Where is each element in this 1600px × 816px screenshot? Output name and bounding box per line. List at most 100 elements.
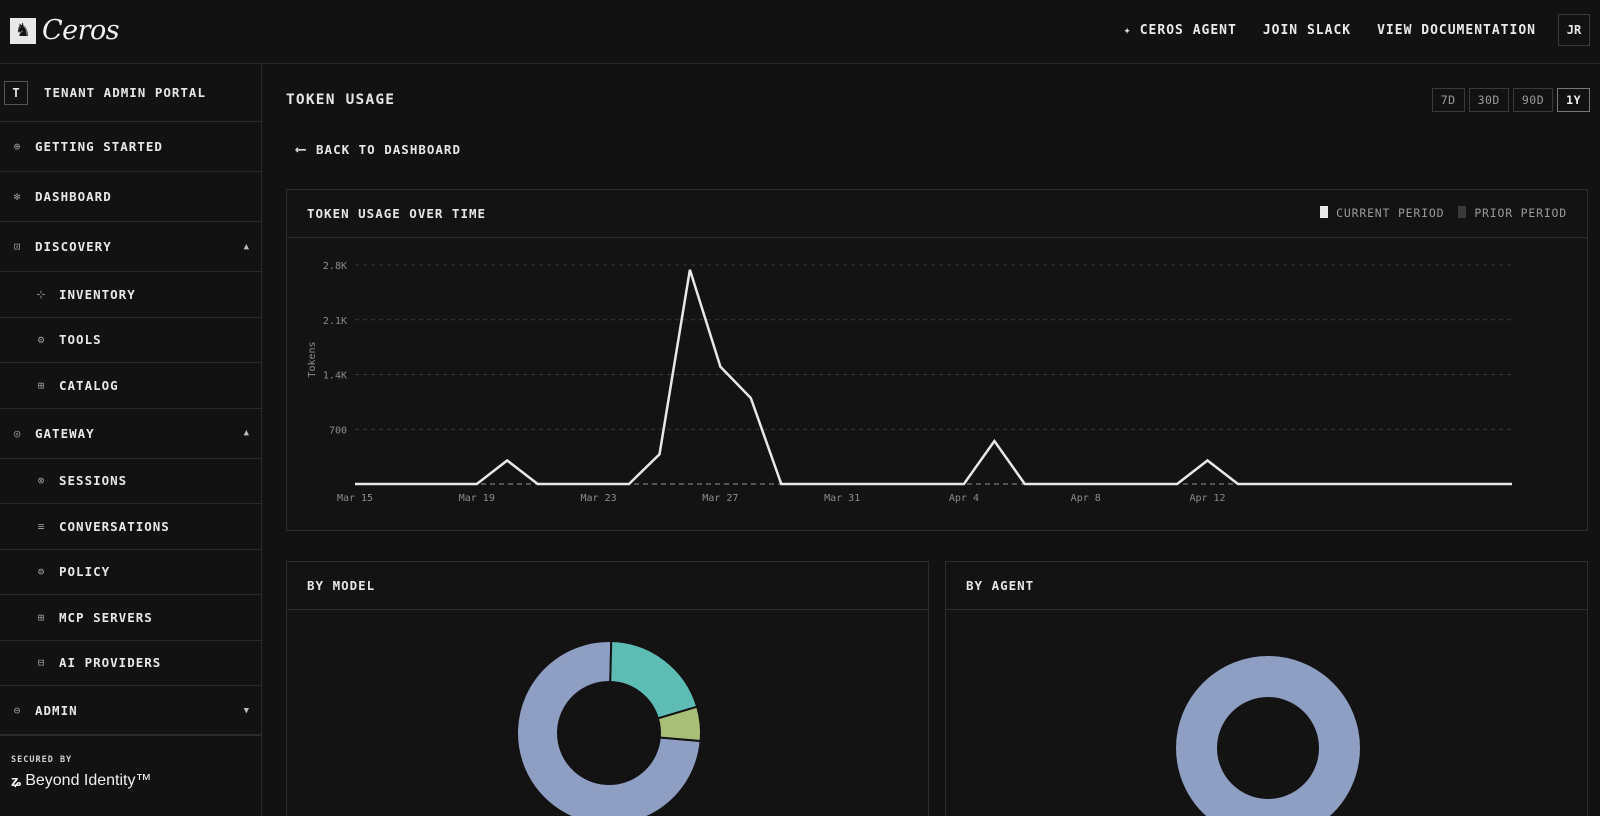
ceros-agent-label: CEROS AGENT [1139, 22, 1237, 38]
chart-card-header: TOKEN USAGE OVER TIME CURRENT PERIOD PRI… [287, 190, 1587, 238]
sidebar-item-catalog[interactable]: ⊞ CATALOG [0, 363, 261, 409]
data-point[interactable] [809, 481, 815, 487]
data-point[interactable] [1022, 481, 1028, 487]
data-point[interactable] [565, 481, 571, 487]
donut-slice[interactable] [609, 640, 699, 720]
sidebar-item-inventory[interactable]: ⊹ INVENTORY [0, 272, 261, 318]
beyond-identity-name: Beyond Identity™ [25, 772, 152, 789]
by-model-header: BY MODEL [287, 562, 928, 610]
x-tick-label: Mar 27 [702, 493, 738, 504]
data-point[interactable] [1448, 481, 1454, 487]
range-30d-button[interactable]: 30D [1468, 88, 1509, 112]
sidebar-item-policy[interactable]: ⊜ POLICY [0, 550, 261, 595]
ceros-agent-link[interactable]: ✦ CEROS AGENT [1124, 23, 1237, 38]
range-1y-button[interactable]: 1Y [1557, 88, 1590, 112]
data-point[interactable] [1479, 481, 1485, 487]
data-point[interactable] [1509, 481, 1515, 487]
data-point[interactable] [382, 481, 388, 487]
data-point[interactable] [1296, 481, 1302, 487]
sidebar-item-admin[interactable]: ⊖ ADMIN ▼ [0, 686, 261, 736]
data-point[interactable] [1418, 481, 1424, 487]
secured-by-footer: SECURED BY ʑ Beyond Identity™ [0, 734, 261, 816]
legend-current[interactable]: CURRENT PERIOD [1320, 206, 1444, 220]
data-point[interactable] [687, 267, 693, 273]
legend-prior-swatch [1458, 206, 1467, 218]
data-point[interactable] [1235, 481, 1241, 487]
beyond-identity-logo[interactable]: ʑ Beyond Identity™ [11, 772, 250, 790]
data-point[interactable] [1052, 481, 1058, 487]
range-7d-button[interactable]: 7D [1431, 88, 1465, 112]
sidebar-item-mcp-servers[interactable]: ⊞ MCP SERVERS [0, 595, 261, 641]
main-content: TOKEN USAGE 7D 30D 90D 1Y ⟵ BACK TO DASH… [262, 64, 1600, 816]
data-point[interactable] [443, 481, 449, 487]
data-point[interactable] [656, 451, 662, 457]
sidebar-item-label: GETTING STARTED [35, 139, 163, 154]
by-model-donut-chart [516, 640, 702, 816]
data-point[interactable] [961, 481, 967, 487]
data-point[interactable] [717, 364, 723, 370]
data-point[interactable] [1083, 481, 1089, 487]
donut-slice[interactable] [516, 640, 702, 816]
data-point[interactable] [1357, 481, 1363, 487]
user-avatar[interactable]: JR [1558, 14, 1590, 46]
join-slack-link[interactable]: JOIN SLACK [1262, 22, 1352, 38]
sidebar-item-label: CATALOG [59, 377, 119, 393]
by-model-card: BY MODEL [286, 561, 929, 816]
chevron-up-icon: ▲ [243, 241, 249, 252]
data-point[interactable] [931, 481, 937, 487]
data-point[interactable] [839, 481, 845, 487]
data-point[interactable] [1265, 481, 1271, 487]
lines-icon: ≡ [37, 519, 45, 533]
chart-legend: CURRENT PERIOD PRIOR PERIOD [1320, 206, 1567, 220]
tenant-header[interactable]: T TENANT ADMIN PORTAL [0, 64, 261, 122]
sidebar-item-label: TOOLS [59, 332, 102, 348]
back-label: BACK TO DASHBOARD [316, 141, 461, 157]
discovery-icon: ⊡ [13, 240, 21, 253]
sidebar-item-gateway[interactable]: ◎ GATEWAY ▲ [0, 409, 261, 459]
sidebar-item-conversations[interactable]: ≡ CONVERSATIONS [0, 504, 261, 550]
data-point[interactable] [474, 481, 480, 487]
data-point[interactable] [748, 395, 754, 401]
sidebar-item-getting-started[interactable]: ⊕ GETTING STARTED [0, 122, 261, 172]
data-point[interactable] [1113, 481, 1119, 487]
sidebar-item-label: AI PROVIDERS [59, 655, 162, 671]
data-point[interactable] [870, 481, 876, 487]
gateway-icon: ◎ [13, 426, 21, 440]
data-point[interactable] [778, 481, 784, 487]
data-point[interactable] [900, 481, 906, 487]
sidebar-item-dashboard[interactable]: ✻ DASHBOARD [0, 172, 261, 222]
data-point[interactable] [991, 438, 997, 444]
donut-slice[interactable] [656, 705, 702, 743]
y-tick-label: 1.4K [323, 371, 347, 382]
sidebar-item-label: GATEWAY [35, 425, 95, 441]
view-documentation-link[interactable]: VIEW DOCUMENTATION [1377, 22, 1536, 38]
data-point[interactable] [1205, 458, 1211, 464]
range-90d-button[interactable]: 90D [1512, 88, 1554, 112]
by-agent-header: BY AGENT [946, 562, 1587, 610]
back-to-dashboard-link[interactable]: ⟵ BACK TO DASHBOARD [296, 140, 461, 158]
provider-icon: ⊟ [37, 656, 45, 670]
chart-title: TOKEN USAGE OVER TIME [307, 206, 487, 221]
sidebar-item-ai-providers[interactable]: ⊟ AI PROVIDERS [0, 641, 261, 686]
legend-prior[interactable]: PRIOR PERIOD [1458, 206, 1567, 220]
sidebar-item-sessions[interactable]: ⊗ SESSIONS [0, 459, 261, 504]
sidebar-item-discovery[interactable]: ⊡ DISCOVERY ▲ [0, 222, 261, 272]
sidebar-item-label: INVENTORY [59, 286, 136, 302]
data-point[interactable] [535, 481, 541, 487]
data-point[interactable] [1144, 481, 1150, 487]
ceros-logo[interactable]: ♞ Ceros [10, 15, 120, 46]
sidebar-item-tools[interactable]: ⚙ TOOLS [0, 318, 261, 363]
data-point[interactable] [1387, 481, 1393, 487]
data-point[interactable] [352, 481, 358, 487]
top-nav: ✦ CEROS AGENT JOIN SLACK VIEW DOCUMENTATI… [1124, 14, 1590, 46]
data-point[interactable] [413, 481, 419, 487]
data-point[interactable] [1174, 481, 1180, 487]
by-agent-donut-chart [1176, 656, 1360, 816]
data-point[interactable] [504, 458, 510, 464]
data-point[interactable] [1326, 481, 1332, 487]
data-point[interactable] [626, 481, 632, 487]
data-point[interactable] [596, 481, 602, 487]
donut-slice[interactable] [1176, 656, 1360, 816]
x-tick-label: Apr 8 [1071, 493, 1101, 504]
sparkle-icon: ✦ [1123, 23, 1132, 37]
